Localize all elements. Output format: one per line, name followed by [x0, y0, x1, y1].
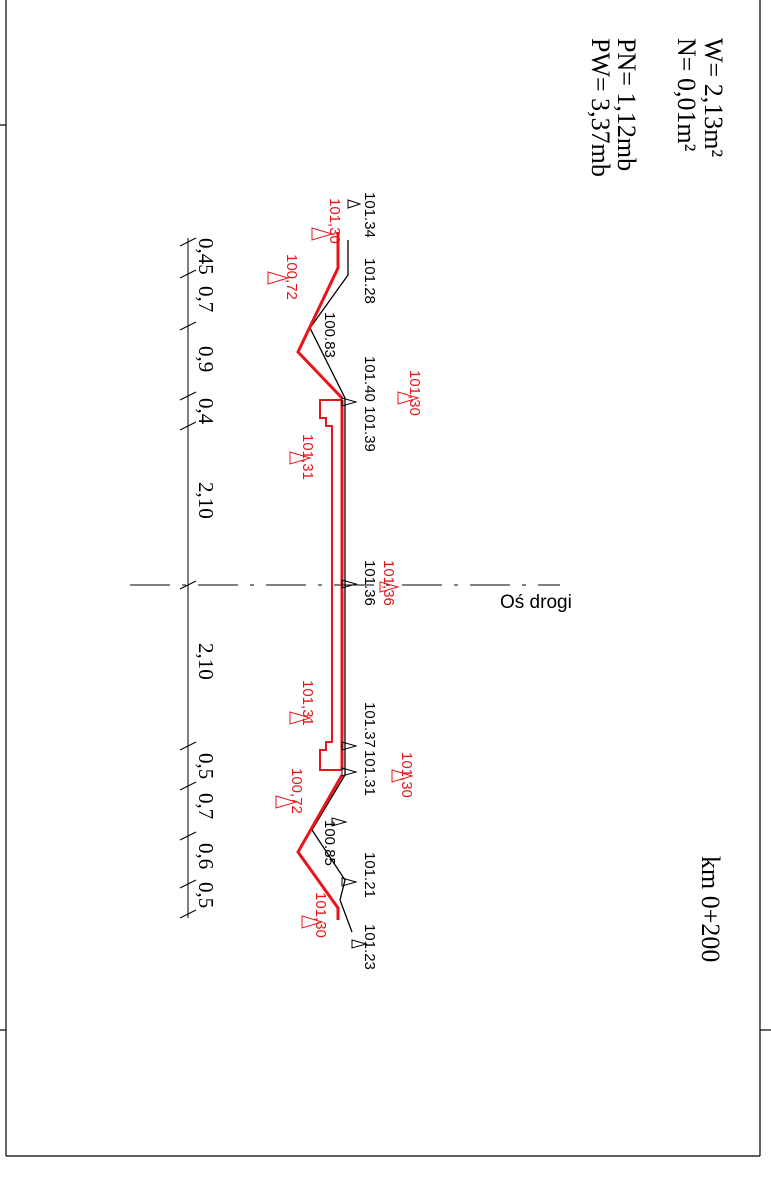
- existing-level-8: 100.85: [321, 820, 338, 866]
- existing-level-7: 101.31: [361, 750, 378, 796]
- existing-terrain-line: [309, 240, 353, 933]
- dim-bottom-2: 0,7: [194, 793, 218, 819]
- existing-level-6: 101.37: [361, 702, 378, 748]
- design-level-7: 100,72: [288, 768, 305, 814]
- summary-pw: PW= 3,37mb: [586, 38, 615, 177]
- design-level-4: 101,36: [380, 560, 397, 606]
- design-level-8: 101,30: [312, 892, 329, 938]
- dim-bottom-3: 0,6: [194, 843, 218, 869]
- existing-level-10: 101.23: [361, 924, 378, 970]
- road-axis-label: Oś drogi: [500, 592, 572, 613]
- summary-pn: PN= 1,12mb: [612, 38, 641, 171]
- dim-bottom-1: 0,5: [194, 753, 218, 779]
- summary-w: W= 2,13m²: [699, 38, 728, 157]
- design-level-2: 101,30: [406, 370, 423, 416]
- design-level-5: 101,31: [299, 680, 316, 726]
- existing-level-2: 100.83: [321, 312, 338, 358]
- existing-level-4: 101.39: [361, 406, 378, 452]
- existing-level-9: 101.21: [361, 852, 378, 898]
- station-label: km 0+200: [696, 856, 725, 962]
- pavement-structure: [319, 399, 342, 771]
- dim-bottom-4: 0,5: [194, 882, 218, 908]
- existing-level-0: 101.34: [361, 192, 378, 238]
- dim-top-1: 0,7: [194, 286, 218, 312]
- dim-top-4: 2,10: [194, 482, 218, 519]
- summary-n: N= 0,01m²: [672, 38, 701, 152]
- dimension-line: [179, 237, 197, 919]
- design-level-markers: [267, 227, 420, 929]
- existing-level-5: 101.36: [361, 560, 378, 606]
- design-level-3: 101,31: [299, 434, 316, 480]
- dim-top-3: 0,4: [194, 398, 218, 425]
- dim-top-0: 0,45: [194, 238, 218, 275]
- design-level-1: 100,72: [283, 254, 300, 300]
- existing-level-3: 101.40: [361, 356, 378, 402]
- design-level-0: 101,30: [326, 198, 343, 244]
- design-level-6: 101,30: [398, 752, 415, 798]
- existing-level-markers: [331, 199, 368, 949]
- existing-level-1: 101.28: [361, 258, 378, 304]
- dim-bottom-0: 2,10: [194, 643, 218, 680]
- dim-top-2: 0,9: [194, 346, 218, 372]
